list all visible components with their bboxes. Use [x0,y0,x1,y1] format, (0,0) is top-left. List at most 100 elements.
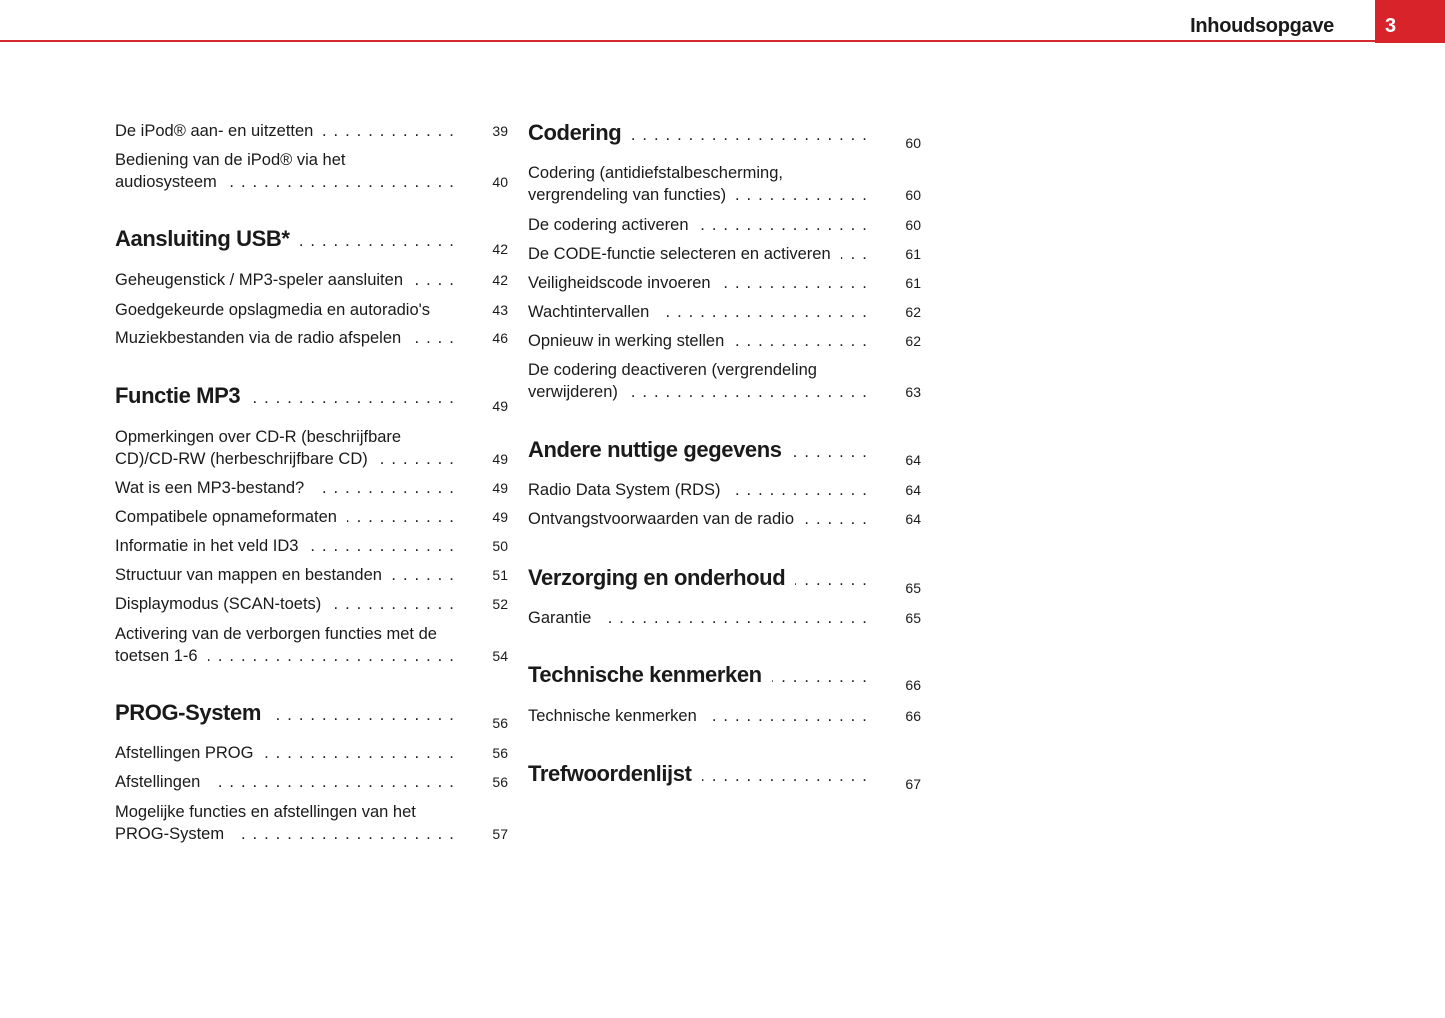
entry-title: Functie MP3 [115,383,241,408]
entry-page-number: 56 [492,715,508,731]
entry-title-line: Activering van de verborgen functies met… [115,625,437,643]
entry-title: De codering activeren [528,216,689,234]
entry-page-number: 46 [492,330,508,346]
toc-entry[interactable]: Wachtintervallen 62 [528,301,921,323]
toc-entry[interactable]: Opnieuw in werking stellen 62 [528,330,921,352]
toc-entry[interactable]: Garantie 65 [528,607,921,629]
toc-heading[interactable]: Functie MP3 49 [115,381,508,414]
entry-title-line: Mogelijke functies en afstellingen van h… [115,803,416,821]
toc-entry[interactable]: Afstellingen 56 [115,771,508,793]
toc-heading[interactable]: Technische kenmerken 66 [528,660,921,693]
dot-leader [631,120,868,150]
toc-entry[interactable]: De iPod® aan- en uitzetten 39 [115,120,508,142]
page-number: 3 [1385,15,1397,37]
dot-leader [392,564,455,586]
dot-leader [271,700,455,730]
entry-title: Muziekbestanden via de radio afspelen [115,329,402,347]
toc-entry[interactable]: De codering activeren 60 [528,214,921,236]
dot-leader [659,301,868,323]
toc-entry[interactable]: Geheugenstick / MP3-speler aansluiten 42 [115,269,508,291]
toc-entry[interactable]: Displaymodus (SCAN-toets) 52 [115,593,508,615]
toc-entry[interactable]: Muziekbestanden via de radio afspelen 46 [115,327,508,349]
toc-entry[interactable]: De codering deactiveren (vergrendeling ve… [528,359,921,403]
entry-title: Radio Data System (RDS) [528,481,721,499]
entry-page-number: 50 [492,538,508,554]
dot-leader [378,448,455,470]
entry-title: audiosysteem [115,173,217,191]
entry-page-number: 66 [905,677,921,693]
section-title: Inhoudsopgave [1190,15,1334,37]
toc-entry[interactable]: Veiligheidscode invoeren 61 [528,272,921,294]
entry-title: verwijderen) [528,383,618,401]
dot-leader [792,437,868,467]
dot-leader [795,565,868,595]
toc-entry[interactable]: De CODE-functie selecteren en activeren 6… [528,243,921,265]
entry-title: Codering [528,120,622,145]
entry-page-number: 64 [905,452,921,468]
entry-page-number: 60 [905,187,921,203]
dot-leader [323,120,455,142]
entry-page-number: 51 [492,567,508,583]
entry-title: De iPod® aan- en uitzetten [115,122,314,140]
entry-page-number: 64 [905,482,921,498]
toc-entry[interactable]: Mogelijke functies en afstellingen van h… [115,801,508,845]
toc-heading[interactable]: Andere nuttige gegevens 64 [528,435,921,468]
toc-entry[interactable]: Activering van de verborgen functies met… [115,623,508,667]
toc-heading[interactable]: PROG-System 56 [115,698,508,731]
entry-title: Veiligheidscode invoeren [528,274,711,292]
entry-page-number: 42 [492,272,508,288]
dot-leader [736,184,868,206]
toc-heading[interactable]: Trefwoordenlijst 67 [528,759,921,792]
toc-entry[interactable]: Ontvangstvoorwaarden van de radio 64 [528,508,921,530]
dot-leader [628,381,868,403]
dot-leader [208,645,455,667]
entry-page-number: 61 [905,246,921,262]
dot-leader [841,243,868,265]
entry-title: Andere nuttige gegevens [528,437,782,462]
entry-title: vergrendeling van functies) [528,186,727,204]
dot-leader [347,506,455,528]
entry-title: Technische kenmerken [528,662,762,687]
entry-title-line: De codering deactiveren (vergrendeling [528,361,817,379]
entry-title-line: Opmerkingen over CD-R (beschrijfbare [115,428,402,446]
toc-entry[interactable]: Goedgekeurde opslagmedia en autoradio's 4… [115,299,508,321]
dot-leader [300,226,456,256]
entry-title: toetsen 1-6 [115,647,198,665]
toc-heading[interactable]: Aansluiting USB* 42 [115,224,508,257]
entry-page-number: 49 [492,480,508,496]
toc-entry[interactable]: Bediening van de iPod® via het audiosyste… [115,149,508,193]
entry-page-number: 63 [905,384,921,400]
toc-entry[interactable]: Codering (antidiefstalbescherming, vergre… [528,162,921,206]
entry-page-number: 49 [492,509,508,525]
entry-title: Opnieuw in werking stellen [528,332,725,350]
entry-title: Garantie [528,609,592,627]
entry-title: Trefwoordenlijst [528,761,692,786]
toc-entry[interactable]: Wat is een MP3-bestand? 49 [115,477,508,499]
entry-title: Displaymodus (SCAN-toets) [115,595,322,613]
dot-leader [699,214,868,236]
entry-page-number: 40 [492,174,508,190]
entry-page-number: 42 [492,241,508,257]
toc-entry[interactable]: Technische kenmerken 66 [528,705,921,727]
entry-title: Verzorging en onderhoud [528,565,786,590]
entry-page-number: 60 [905,135,921,151]
toc-heading[interactable]: Codering 60 [528,118,921,151]
toc-entry[interactable]: Compatibele opnameformaten 49 [115,506,508,528]
toc-entry[interactable]: Afstellingen PROG 56 [115,742,508,764]
entry-title: De CODE-functie selecteren en activeren [528,245,831,263]
toc-entry[interactable]: Radio Data System (RDS) 64 [528,479,921,501]
dot-leader [227,171,455,193]
toc-entry[interactable]: Structuur van mappen en bestanden 51 [115,564,508,586]
entry-page-number: 65 [905,610,921,626]
entry-title-line: Codering (antidiefstalbescherming, [528,164,783,182]
entry-title: Afstellingen PROG [115,744,254,762]
dot-leader [331,593,455,615]
toc-entry[interactable]: Informatie in het veld ID3 50 [115,535,508,557]
entry-title: PROG-System [115,825,225,843]
dot-leader [314,477,455,499]
entry-title-line: Bediening van de iPod® via het [115,151,346,169]
dot-leader [707,705,868,727]
entry-page-number: 67 [905,776,921,792]
toc-entry[interactable]: Opmerkingen over CD-R (beschrijfbare CD)/… [115,426,508,470]
toc-heading[interactable]: Verzorging en onderhoud 65 [528,563,921,596]
